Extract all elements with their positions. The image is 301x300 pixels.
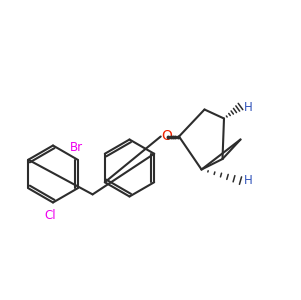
Text: O: O bbox=[161, 130, 172, 143]
Text: H: H bbox=[244, 173, 253, 187]
Text: Br: Br bbox=[70, 141, 83, 154]
Text: Cl: Cl bbox=[45, 209, 56, 222]
Text: H: H bbox=[244, 101, 253, 114]
